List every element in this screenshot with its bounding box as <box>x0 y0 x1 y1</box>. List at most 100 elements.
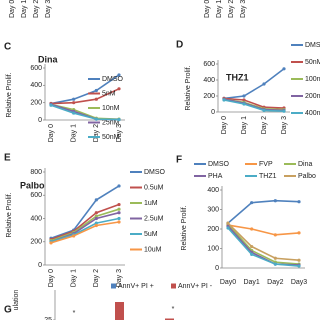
legend-label: DMSO <box>208 161 230 168</box>
legend-label: AnnV+ PI + <box>118 283 154 290</box>
legend-label: FVP <box>259 161 273 168</box>
y-axis-label: Relative Prolif. <box>6 72 13 117</box>
legend-label: Dina <box>298 161 313 168</box>
x-tick-label: Day 2 <box>261 116 268 134</box>
point <box>242 94 246 98</box>
point <box>94 223 98 228</box>
legend-label: 50nM <box>102 134 120 141</box>
point <box>94 216 98 221</box>
point <box>49 103 53 107</box>
legend-label: 200nM <box>305 93 320 100</box>
y-tick-label: 0 <box>215 265 219 272</box>
x-tick-label: Day 2 <box>93 124 100 142</box>
legend-label: DMSO <box>305 42 320 49</box>
y-tick-label: 200 <box>203 93 215 100</box>
series-line <box>50 104 120 121</box>
legend-label: THZ1 <box>259 173 277 180</box>
legend-label: AnnV+ PI - <box>178 283 213 290</box>
point <box>297 258 301 262</box>
point <box>273 233 277 237</box>
legend-swatch <box>171 283 176 289</box>
y-tick-label: 400 <box>207 187 219 194</box>
series-line <box>50 88 120 105</box>
y-tick-label: 600 <box>30 192 42 199</box>
x-tick-label: Day 1 <box>241 116 248 134</box>
x-tick-label: Day3 <box>291 279 307 286</box>
y-tick-label: 100 <box>207 245 219 252</box>
point <box>297 200 301 204</box>
point <box>94 214 98 218</box>
y-axis-label: ulation <box>13 290 20 311</box>
y-tick-label: 600 <box>30 65 42 72</box>
x-tick-label: Day 0 <box>9 0 16 18</box>
y-tick-label: 200 <box>207 226 219 233</box>
x-tick-label: Day 2 <box>228 0 235 18</box>
point <box>226 221 230 225</box>
panel-title: THZ1 <box>226 72 249 82</box>
annotation: * <box>172 306 175 313</box>
x-tick-label: Day1 <box>243 279 259 286</box>
y-axis-label: Relative Prolif. <box>181 205 188 250</box>
legend-label: 1uM <box>144 200 158 207</box>
x-tick-label: Day 1 <box>71 124 78 142</box>
point <box>117 202 121 207</box>
legend-label: 5uM <box>144 231 158 238</box>
series-line <box>50 211 120 243</box>
point <box>117 220 121 224</box>
panel-letter: C <box>4 42 11 53</box>
legend-label: Palbo <box>298 173 316 180</box>
legend-label: 100nM <box>305 76 320 83</box>
legend-label: 400nM <box>305 110 320 117</box>
series-line <box>227 199 300 224</box>
series-line <box>227 223 300 265</box>
y-axis-label: Relative Prolif. <box>6 192 13 237</box>
x-tick-label: Day 0 <box>48 124 55 142</box>
series-line <box>50 203 120 241</box>
legend-label: 5nM <box>102 90 116 97</box>
point <box>262 82 266 86</box>
y-tick-label: 200 <box>30 100 42 107</box>
series-line <box>50 208 120 242</box>
x-tick-label: Day 0 <box>48 269 55 287</box>
x-tick-label: Day 1 <box>71 269 78 287</box>
point <box>226 226 230 230</box>
x-tick-label: Day 1 <box>21 0 28 18</box>
y-tick-label: 0 <box>38 262 42 269</box>
y-tick-label: 300 <box>207 206 219 213</box>
y-tick-label: 400 <box>30 82 42 89</box>
series-line <box>227 224 300 236</box>
point <box>49 241 53 245</box>
legend-label: 0.5uM <box>144 184 164 191</box>
panel-title: Dina <box>38 54 58 64</box>
x-tick-label: Day 1 <box>216 0 223 18</box>
point <box>282 109 286 113</box>
panel-letter: E <box>4 153 11 164</box>
point <box>297 264 301 268</box>
point <box>222 98 226 102</box>
y-tick-label: 400 <box>203 77 215 84</box>
bar <box>165 318 174 320</box>
y-tick-label: 200 <box>30 239 42 246</box>
panel-letter: G <box>4 305 12 316</box>
point <box>117 184 121 188</box>
legend-label: DMSO <box>144 169 166 176</box>
y-axis-label: Relative Prolif. <box>185 65 192 110</box>
x-tick-label: Day 3 <box>116 269 123 287</box>
series-line <box>227 227 300 267</box>
point <box>94 198 98 202</box>
panel-letter: D <box>176 40 183 51</box>
point <box>117 207 121 211</box>
x-tick-label: Day 3 <box>45 0 52 18</box>
point <box>117 216 121 221</box>
x-tick-label: Day 0 <box>221 116 228 134</box>
legend-label: 2.5uM <box>144 215 164 222</box>
series-line <box>223 99 285 112</box>
point <box>72 234 76 238</box>
x-tick-label: Day 2 <box>93 269 100 287</box>
legend-label: 10uM <box>144 246 162 253</box>
series-line <box>227 222 300 261</box>
annotation: * <box>73 310 76 317</box>
point <box>94 117 98 121</box>
point <box>262 108 266 112</box>
bar <box>115 302 124 320</box>
